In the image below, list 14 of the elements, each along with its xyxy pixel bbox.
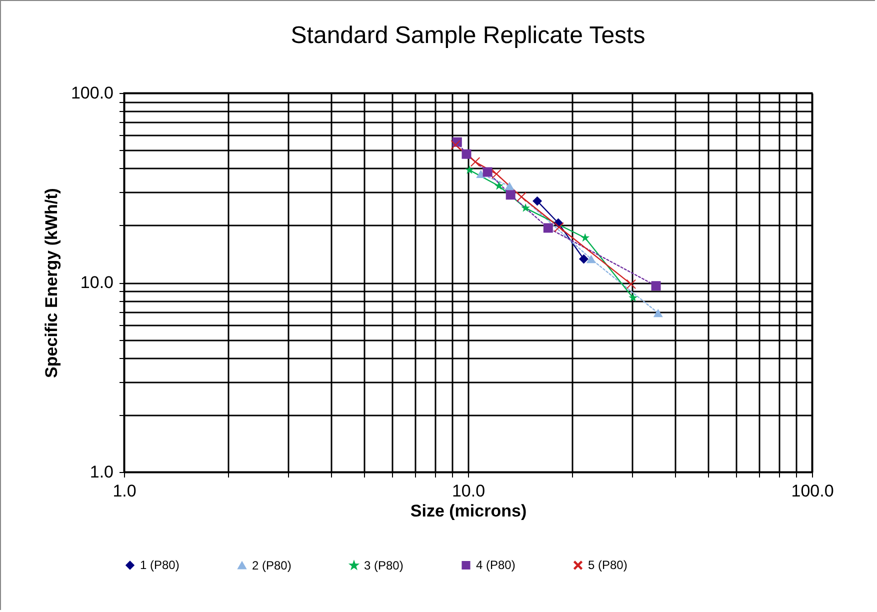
- legend-label: 4 (P80): [476, 558, 516, 572]
- legend-label: 1 (P80): [140, 558, 180, 572]
- legend-label: 2 (P80): [252, 558, 292, 572]
- y-tick-label: 1.0: [90, 462, 114, 482]
- x-tick-label: 10.0: [452, 482, 486, 500]
- x-tick-label: 100.0: [791, 482, 834, 500]
- y-tick-label: 10.0: [80, 273, 114, 292]
- legend-label: 3 (P80): [364, 558, 404, 572]
- chart-title: Standard Sample Replicate Tests: [290, 22, 646, 49]
- y-tick-label: 100.0: [70, 84, 114, 102]
- y-axis-title: Specific Energy (kWh/t): [42, 188, 61, 378]
- legend-label: 5 (P80): [588, 558, 628, 572]
- x-axis-title: Size (microns): [410, 502, 527, 520]
- x-tick-label: 1.0: [112, 482, 136, 500]
